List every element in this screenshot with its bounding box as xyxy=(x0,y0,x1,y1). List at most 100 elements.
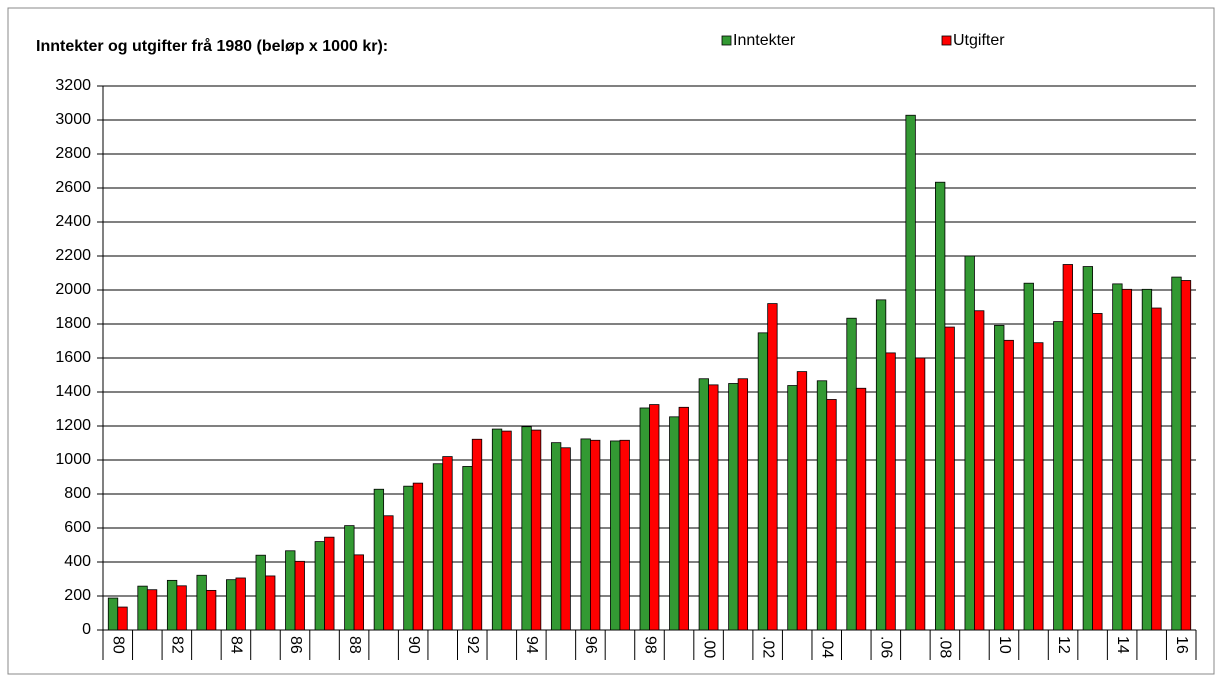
bar xyxy=(787,385,798,631)
bar xyxy=(146,589,158,631)
bar xyxy=(728,383,739,631)
bar xyxy=(442,456,453,631)
bar xyxy=(1033,342,1044,631)
x-tick-label: 98 xyxy=(641,636,658,654)
bar xyxy=(383,515,394,631)
bar xyxy=(1082,266,1094,631)
bar xyxy=(491,428,503,631)
bar xyxy=(944,326,955,631)
y-tick-label: 3000 xyxy=(55,111,91,128)
bar xyxy=(166,579,178,631)
x-tick-label: 92 xyxy=(464,636,481,654)
bar xyxy=(1003,339,1014,631)
bar xyxy=(324,536,335,631)
bar xyxy=(796,371,808,631)
bar xyxy=(176,585,187,631)
x-tick-label: 96 xyxy=(582,636,599,654)
bar xyxy=(285,550,296,631)
bar xyxy=(1053,321,1064,631)
bar xyxy=(205,589,217,631)
legend-label: Inntekter xyxy=(733,32,796,49)
bar xyxy=(226,579,237,631)
bar xyxy=(1062,264,1073,631)
bar xyxy=(875,299,887,631)
y-tick-label: 1800 xyxy=(55,315,91,332)
chart-title: Inntekter og utgifter frå 1980 (beløp x … xyxy=(36,37,388,55)
bar xyxy=(1151,307,1162,631)
bar xyxy=(1023,282,1034,631)
bar xyxy=(935,181,946,631)
bar xyxy=(294,560,305,631)
bar xyxy=(994,324,1005,631)
bar xyxy=(816,380,828,631)
bar xyxy=(826,399,837,631)
y-tick-label: 400 xyxy=(64,553,91,570)
bar xyxy=(708,384,719,631)
x-tick-label: 14 xyxy=(1114,636,1131,654)
bar xyxy=(610,440,621,631)
bar xyxy=(964,255,975,631)
bar xyxy=(521,426,532,631)
x-tick-label: 80 xyxy=(110,636,127,654)
bar xyxy=(255,554,266,631)
bar xyxy=(314,541,325,631)
bar xyxy=(1112,283,1123,631)
bar xyxy=(1180,280,1192,631)
x-tick-label: .00 xyxy=(700,636,717,658)
bar xyxy=(196,574,207,631)
bar xyxy=(885,352,896,631)
y-tick-label: 3200 xyxy=(55,77,91,94)
y-tick-label: 2800 xyxy=(55,145,91,162)
x-tick-label: 86 xyxy=(287,636,304,654)
bar xyxy=(107,597,119,631)
bar xyxy=(757,332,769,631)
bar xyxy=(530,429,542,631)
bar xyxy=(590,439,601,631)
bar xyxy=(353,554,364,631)
y-tick-label: 1400 xyxy=(55,383,91,400)
bar xyxy=(432,463,444,631)
x-tick-label: 84 xyxy=(228,636,245,654)
bar xyxy=(117,606,128,631)
y-tick-label: 2400 xyxy=(55,213,91,230)
legend-swatch xyxy=(721,35,732,46)
y-tick-label: 600 xyxy=(64,519,91,536)
y-tick-label: 0 xyxy=(82,621,91,638)
legend-swatch xyxy=(941,35,952,46)
bar xyxy=(412,482,424,631)
bar xyxy=(737,378,749,631)
bar xyxy=(403,485,414,631)
x-tick-label: 90 xyxy=(405,636,422,654)
x-tick-label: 16 xyxy=(1173,636,1190,654)
bar xyxy=(1141,288,1153,631)
x-tick-label: 94 xyxy=(523,636,540,654)
legend-label: Utgifter xyxy=(953,32,1005,49)
bar xyxy=(137,585,148,631)
x-tick-label: 10 xyxy=(996,636,1013,654)
bar xyxy=(344,525,355,631)
bar xyxy=(619,439,630,631)
bar xyxy=(1121,288,1133,631)
x-tick-label: .02 xyxy=(759,636,776,658)
bar xyxy=(855,387,867,631)
bar xyxy=(265,575,276,631)
y-tick-label: 1600 xyxy=(55,349,91,366)
bar xyxy=(846,317,857,631)
y-tick-label: 200 xyxy=(64,587,91,604)
x-tick-label: .08 xyxy=(937,636,954,658)
x-tick-label: .06 xyxy=(878,636,895,658)
x-tick-label: 88 xyxy=(346,636,363,654)
bar xyxy=(767,303,778,631)
bar xyxy=(698,378,709,631)
bar xyxy=(678,406,689,631)
y-tick-label: 2200 xyxy=(55,247,91,264)
bar xyxy=(501,430,512,631)
bar xyxy=(905,114,916,631)
bar xyxy=(580,438,591,631)
bar xyxy=(560,447,571,631)
bar xyxy=(669,416,680,631)
bar xyxy=(462,466,473,631)
bar xyxy=(1171,276,1182,631)
